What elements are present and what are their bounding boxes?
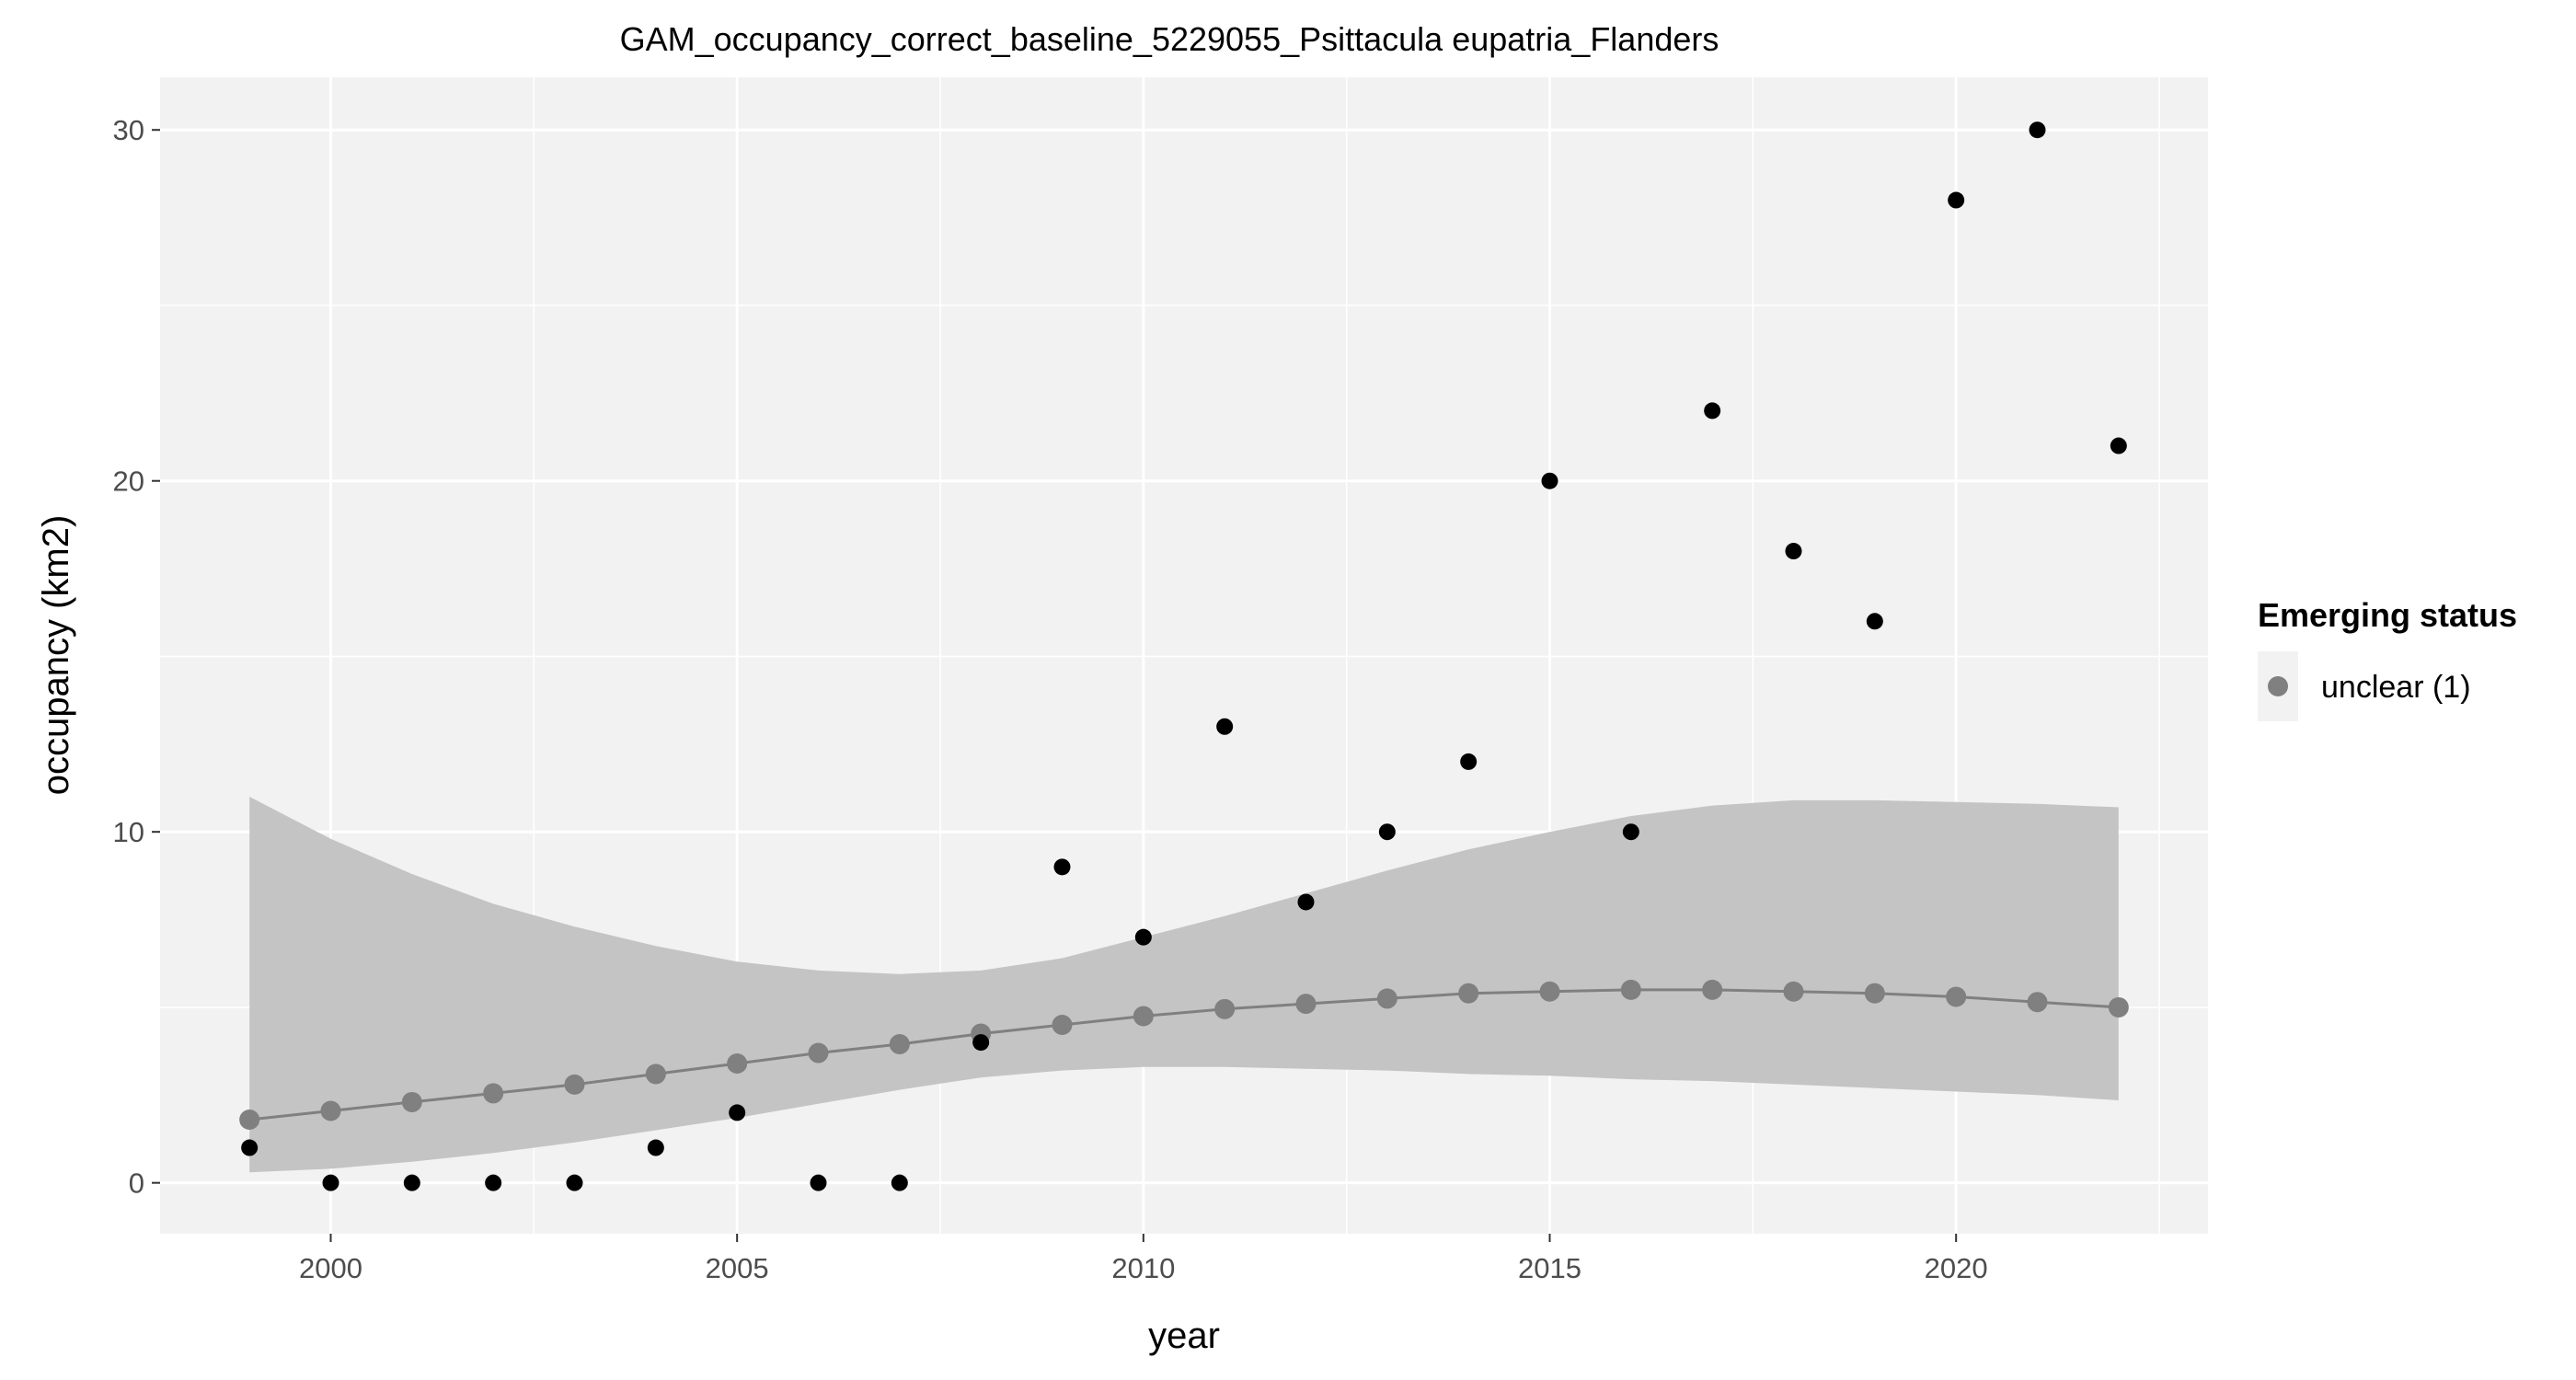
observed-point [1866,613,1883,630]
fit-point [564,1074,585,1095]
observed-point [1297,893,1315,911]
observed-point [1053,858,1071,876]
y-axis-ticks: 0 10 20 30 [113,114,160,1200]
observed-point [2029,121,2046,139]
fit-point [239,1110,260,1131]
fit-point [1946,986,1967,1007]
fit-point [1702,979,1723,1000]
observed-points [241,121,2127,1191]
x-tick-label: 2020 [1925,1252,1988,1284]
observed-point [1460,753,1478,770]
observed-point [1541,472,1558,489]
fit-point [1052,1015,1073,1036]
fit-point [1133,1006,1154,1027]
x-tick-label: 2005 [706,1252,769,1284]
observed-point [566,1174,583,1191]
observed-point [485,1174,502,1191]
legend: Emerging status unclear (1) [2258,596,2517,721]
y-tick-label: 10 [113,816,144,848]
observed-point [810,1174,827,1191]
observed-point [972,1034,990,1052]
fit-point [320,1100,341,1121]
fit-point [808,1042,829,1064]
fit-point [2108,996,2129,1018]
fit-line [249,988,2119,1121]
legend-title: Emerging status [2258,596,2517,634]
observed-point [403,1174,420,1191]
observed-point [322,1174,339,1191]
observed-point [1378,823,1396,841]
observed-point [729,1104,746,1121]
x-axis-title: year [1148,1316,1220,1356]
observed-point [1704,402,1721,420]
x-tick-label: 2000 [299,1252,362,1284]
x-tick-label: 2015 [1518,1252,1581,1284]
fit-point [483,1083,504,1104]
observed-point [1622,823,1639,841]
observed-point [2110,437,2127,454]
x-axis-ticks: 2000 2005 2010 2015 2020 [299,1234,1988,1284]
observed-point [1216,718,1234,735]
fit-point [1214,998,1236,1019]
fit-point [889,1033,910,1054]
legend-key-point [2268,676,2288,696]
observed-point [1948,191,1965,209]
observed-point [1134,928,1152,946]
fit-point [1376,988,1397,1009]
fit-point [1620,979,1641,1000]
observed-point [647,1139,664,1156]
confidence-band [249,797,2119,1173]
y-axis-title: occupancy (km2) [36,515,76,796]
fit-point [1864,983,1885,1004]
y-tick-label: 20 [113,466,144,498]
fit-point [727,1052,748,1074]
x-tick-label: 2010 [1111,1252,1175,1284]
chart-title: GAM_occupancy_correct_baseline_5229055_P… [620,20,1719,58]
fit-point [401,1091,422,1112]
fit-point [2027,992,2048,1013]
observed-point [891,1174,908,1191]
y-tick-label: 30 [113,114,144,146]
observed-point [1785,543,1802,560]
fit-point [645,1064,666,1085]
fit-point [1783,981,1804,1002]
observed-point [241,1139,259,1156]
fit-point [1295,994,1317,1015]
legend-label: unclear (1) [2321,670,2471,705]
fit-point [1458,983,1479,1004]
y-tick-label: 0 [129,1167,144,1200]
fit-point [1539,981,1560,1002]
